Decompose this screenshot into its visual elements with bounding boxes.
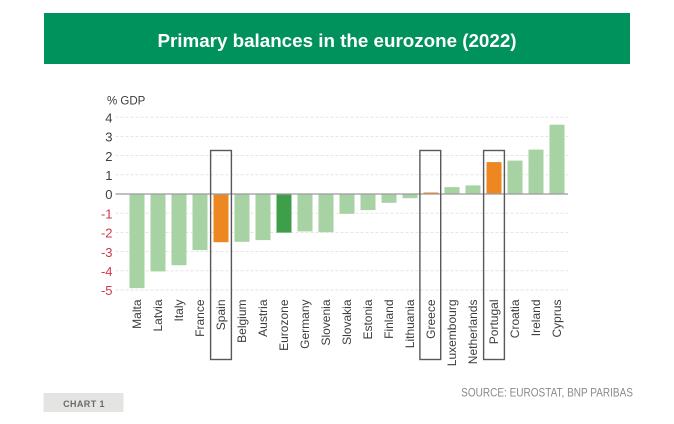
- svg-text:-3: -3: [101, 245, 113, 260]
- svg-text:Croatia: Croatia: [508, 299, 522, 338]
- svg-text:0: 0: [105, 187, 112, 202]
- svg-text:Germany: Germany: [298, 300, 312, 349]
- svg-text:-5: -5: [101, 283, 113, 298]
- svg-text:SOURCE: EUROSTAT, BNP PARIBAS: SOURCE: EUROSTAT, BNP PARIBAS: [461, 387, 633, 400]
- svg-text:Cyprus: Cyprus: [550, 300, 564, 338]
- svg-text:2: 2: [105, 149, 112, 164]
- svg-text:Malta: Malta: [130, 299, 144, 329]
- svg-text:-1: -1: [101, 206, 113, 221]
- svg-text:Spain: Spain: [214, 300, 228, 331]
- svg-text:Slovakia: Slovakia: [340, 299, 354, 345]
- svg-text:4: 4: [105, 110, 112, 125]
- svg-text:Latvia: Latvia: [151, 299, 165, 331]
- svg-text:Estonia: Estonia: [361, 299, 375, 339]
- svg-text:Primary balances in the eurozo: Primary balances in the eurozone (2022): [157, 30, 516, 51]
- svg-text:Austria: Austria: [256, 299, 270, 337]
- svg-text:Ireland: Ireland: [529, 300, 543, 337]
- svg-text:Slovenia: Slovenia: [319, 299, 333, 345]
- svg-text:Portugal: Portugal: [487, 300, 501, 345]
- svg-text:-2: -2: [101, 226, 113, 241]
- svg-text:Greece: Greece: [424, 299, 438, 339]
- svg-text:Eurozone: Eurozone: [277, 299, 291, 351]
- svg-text:CHART 1: CHART 1: [63, 399, 105, 409]
- svg-text:France: France: [193, 299, 207, 337]
- svg-text:1: 1: [105, 168, 112, 183]
- svg-text:Italy: Italy: [172, 300, 186, 322]
- svg-text:Belgium: Belgium: [235, 300, 249, 343]
- svg-text:% GDP: % GDP: [107, 96, 146, 108]
- svg-text:Netherlands: Netherlands: [466, 300, 480, 365]
- svg-text:Finland: Finland: [382, 300, 396, 339]
- svg-text:Lithuania: Lithuania: [403, 299, 417, 348]
- svg-text:Luxembourg: Luxembourg: [445, 300, 459, 367]
- svg-text:-4: -4: [101, 264, 113, 279]
- svg-text:3: 3: [105, 130, 112, 145]
